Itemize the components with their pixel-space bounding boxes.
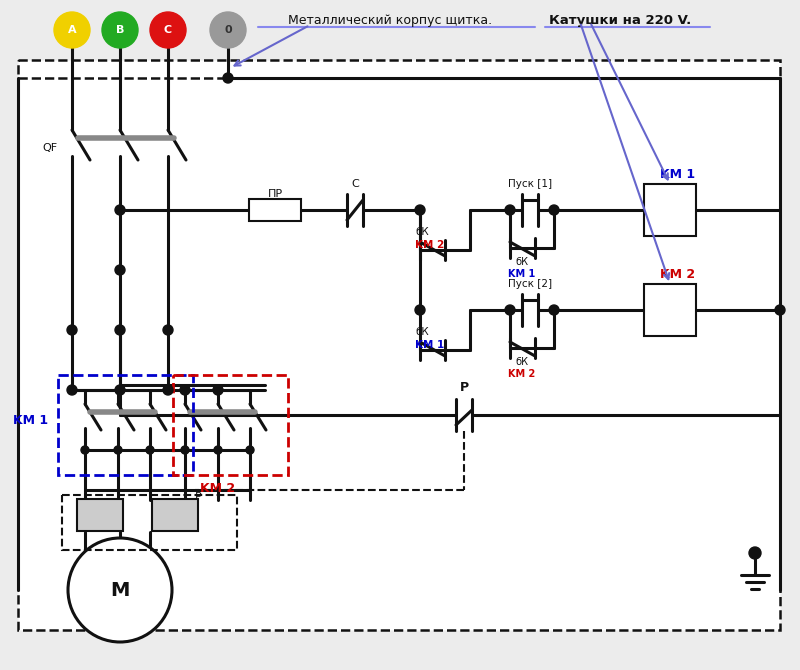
Circle shape (54, 12, 90, 48)
Text: KM 2: KM 2 (661, 267, 695, 281)
Circle shape (180, 385, 190, 395)
Circle shape (68, 538, 172, 642)
Text: C: C (164, 25, 172, 35)
Text: Пуск [1]: Пуск [1] (508, 179, 552, 189)
Bar (18, 60, 780, 630)
Circle shape (223, 73, 233, 83)
Circle shape (115, 325, 125, 335)
Circle shape (505, 205, 515, 215)
Text: бК: бК (515, 257, 529, 267)
Text: Катушки на 220 V.: Катушки на 220 V. (549, 13, 691, 27)
Text: P: P (194, 492, 202, 502)
Circle shape (115, 265, 125, 275)
Text: бК: бК (515, 357, 529, 367)
Circle shape (749, 547, 761, 559)
Text: KM 1: KM 1 (13, 413, 48, 427)
Circle shape (213, 385, 223, 395)
Text: 0: 0 (224, 25, 232, 35)
Circle shape (67, 325, 77, 335)
Circle shape (146, 446, 154, 454)
Text: KM 2: KM 2 (508, 369, 536, 379)
Circle shape (549, 205, 559, 215)
Circle shape (210, 12, 246, 48)
Bar (77, 499, 123, 531)
Bar (644, 284, 696, 336)
Text: M: M (110, 580, 130, 600)
Bar (644, 184, 696, 236)
Text: ПР: ПР (267, 189, 282, 199)
Circle shape (415, 205, 425, 215)
Text: Металлический корпус щитка.: Металлический корпус щитка. (288, 13, 492, 27)
Circle shape (81, 446, 89, 454)
Text: P: P (459, 381, 469, 393)
Circle shape (102, 12, 138, 48)
Circle shape (549, 305, 559, 315)
Text: C: C (351, 179, 359, 189)
Circle shape (115, 385, 125, 395)
Circle shape (415, 305, 425, 315)
Bar (58, 375, 193, 475)
Bar (62, 495, 237, 550)
Text: бК: бК (415, 227, 429, 237)
Text: KM 1: KM 1 (508, 269, 536, 279)
Circle shape (505, 305, 515, 315)
Bar (152, 499, 198, 531)
Text: QF: QF (42, 143, 57, 153)
Text: KM 1: KM 1 (415, 340, 444, 350)
Text: бК: бК (415, 327, 429, 337)
Bar (249, 199, 301, 221)
Text: KM 2: KM 2 (415, 240, 444, 250)
Circle shape (115, 205, 125, 215)
Circle shape (214, 446, 222, 454)
Text: B: B (116, 25, 124, 35)
Circle shape (775, 305, 785, 315)
Bar (173, 375, 288, 475)
Circle shape (114, 446, 122, 454)
Circle shape (246, 446, 254, 454)
Circle shape (67, 385, 77, 395)
Circle shape (150, 12, 186, 48)
Text: Пуск [2]: Пуск [2] (508, 279, 552, 289)
Circle shape (181, 446, 189, 454)
Circle shape (163, 325, 173, 335)
Circle shape (163, 385, 173, 395)
Text: KM 2: KM 2 (201, 482, 235, 494)
Text: KM 1: KM 1 (661, 168, 695, 180)
Text: A: A (68, 25, 76, 35)
